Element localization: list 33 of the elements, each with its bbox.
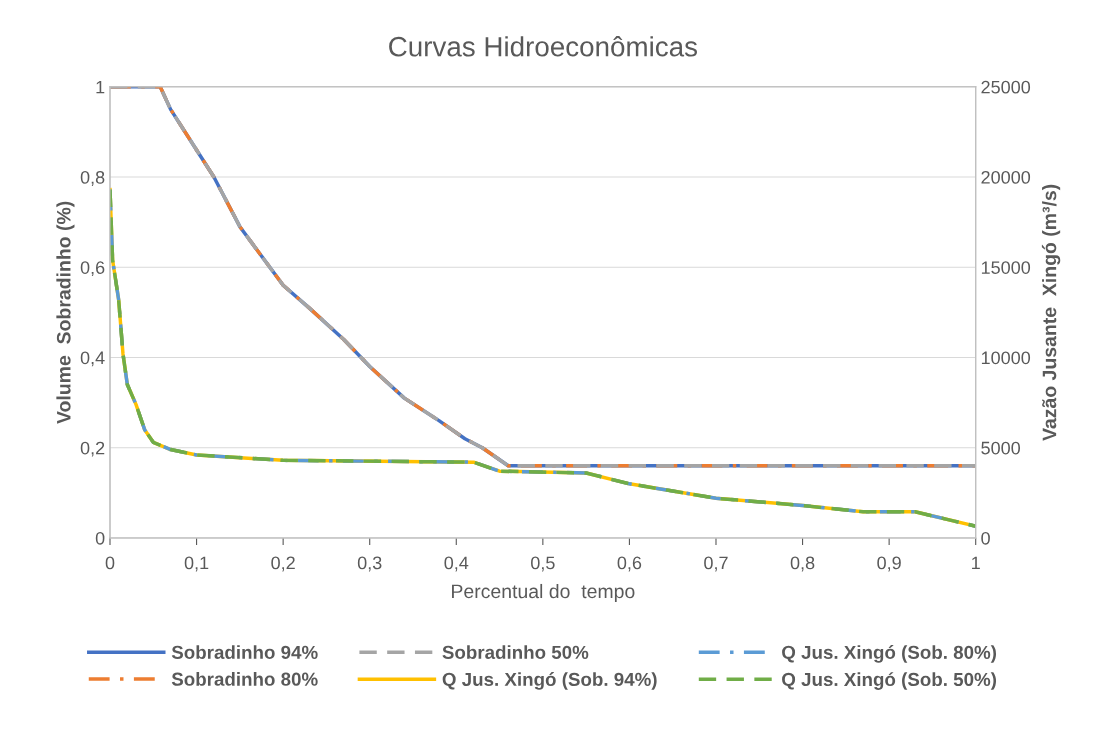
x-tick-label: 0,8 bbox=[790, 556, 815, 572]
x-tick-label: 0 bbox=[105, 556, 115, 570]
x-tick-label: 0,9 bbox=[877, 556, 901, 572]
y2-tick-label: 0 bbox=[981, 531, 990, 545]
y-tick-label: 0,8 bbox=[80, 170, 105, 186]
x-tick-label: 0,5 bbox=[531, 556, 555, 572]
chart-title: Curvas Hidroeconômicas bbox=[389, 36, 698, 57]
y-tick-label: 0,6 bbox=[80, 261, 105, 277]
x-axis-title: Percentual do tempo bbox=[452, 583, 635, 603]
y-axis-title: Volume Sobradinho (%) bbox=[56, 201, 75, 424]
legend-label: Sobradinho 80% bbox=[171, 672, 318, 686]
x-tick-label: 1 bbox=[972, 556, 980, 570]
y2-tick-label: 15000 bbox=[981, 261, 1031, 274]
y2-tick-label: 5000 bbox=[981, 441, 1021, 455]
y-tick-label: 0,2 bbox=[80, 441, 105, 457]
legend-label: Sobradinho 50% bbox=[442, 645, 589, 659]
legend-label: Q Jus. Xingó (Sob. 94%) bbox=[442, 672, 657, 690]
y2-tick-label: 20000 bbox=[981, 170, 1031, 184]
legend-label: Q Jus. Xingó (Sob. 50%) bbox=[782, 672, 997, 690]
y-tick-label: 0 bbox=[95, 531, 105, 545]
y2-tick-label: 25000 bbox=[981, 80, 1031, 94]
x-tick-label: 0,3 bbox=[357, 556, 382, 572]
x-tick-label: 0,1 bbox=[184, 556, 209, 572]
legend-label: Q Jus. Xingó (Sob. 80%) bbox=[782, 645, 997, 663]
y2-axis-title: Vazão Jusante Xingó (m³/s) bbox=[1041, 184, 1061, 441]
y-tick-label: 0,4 bbox=[80, 351, 105, 367]
x-tick-label: 0,2 bbox=[271, 556, 295, 572]
x-tick-label: 0,6 bbox=[617, 556, 642, 572]
x-tick-label: 0,4 bbox=[444, 556, 469, 572]
y2-tick-label: 10000 bbox=[981, 351, 1031, 365]
y-tick-label: 1 bbox=[96, 80, 105, 94]
legend-label: Sobradinho 94% bbox=[171, 645, 318, 659]
x-tick-label: 0,7 bbox=[704, 556, 728, 572]
